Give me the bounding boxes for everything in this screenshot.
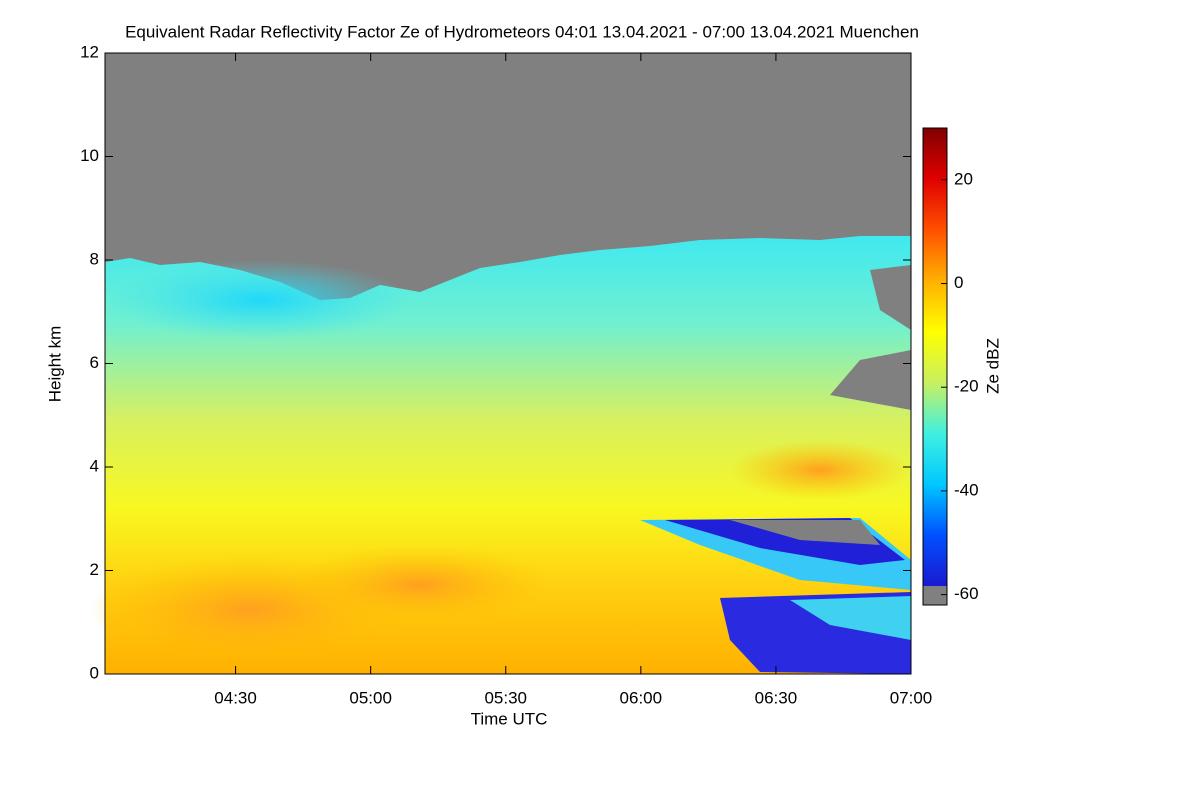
- field: [90, 53, 911, 674]
- x-tick-label: 05:30: [484, 688, 527, 707]
- colorbar: [922, 127, 948, 606]
- echo-detail: [730, 440, 910, 500]
- y-tick-label: 6: [90, 353, 99, 372]
- colorbar-tick-label: -20: [954, 377, 979, 396]
- missing-patch: [830, 350, 911, 410]
- y-tick-label: 4: [90, 456, 99, 475]
- colorbar-tick-label: 20: [954, 169, 973, 188]
- x-tick-label: 04:30: [214, 688, 257, 707]
- x-tick-label: 06:30: [755, 688, 798, 707]
- echo-detail: [790, 596, 911, 640]
- missing-patch: [870, 265, 911, 330]
- y-tick-label: 2: [90, 560, 99, 579]
- echo-detail: [290, 545, 550, 625]
- colorbar-title: Ze dBZ: [983, 338, 1002, 394]
- x-tick-label: 05:00: [349, 688, 392, 707]
- y-tick-label: 0: [90, 663, 99, 682]
- echo-detail: [110, 260, 410, 340]
- colorbar-tick-label: 0: [954, 273, 963, 292]
- chart-title: Equivalent Radar Reflectivity Factor Ze …: [125, 22, 919, 41]
- x-axis-title: Time UTC: [471, 709, 548, 728]
- colorbar-tick-label: -60: [954, 584, 979, 603]
- missing-patch: [730, 520, 880, 545]
- x-tick-label: 07:00: [890, 688, 933, 707]
- y-axis-title: Height km: [45, 326, 64, 403]
- y-tick-label: 12: [80, 42, 99, 61]
- y-tick-label: 8: [90, 249, 99, 268]
- y-tick-label: 10: [80, 146, 99, 165]
- x-tick-label: 06:00: [620, 688, 663, 707]
- colorbar-tick-label: -40: [954, 480, 979, 499]
